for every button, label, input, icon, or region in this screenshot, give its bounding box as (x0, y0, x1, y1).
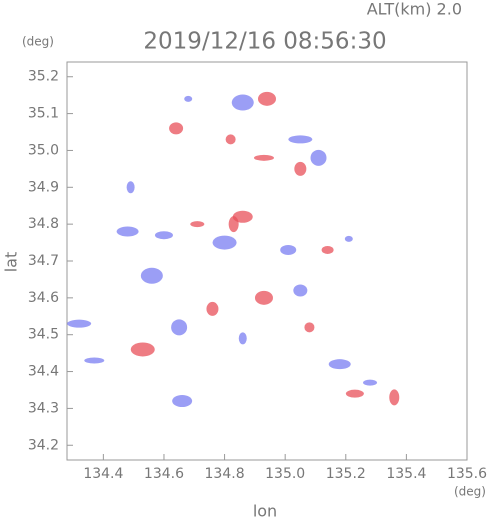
echo-blob (184, 95, 193, 102)
y-tick-label: 34.5 (28, 327, 59, 343)
echo-blob (258, 91, 276, 106)
echo-blob (321, 245, 334, 254)
echo-blob (344, 235, 353, 242)
x-tick-label: 135.2 (326, 466, 366, 482)
subtitle: ALT(km) 2.0 (367, 0, 462, 19)
echo-blob (84, 357, 105, 364)
chart-title: 2019/12/16 08:56:30 (143, 29, 386, 55)
echo-blob (294, 161, 307, 176)
y-tick-label: 34.7 (28, 253, 59, 269)
y-tick-label: 34.9 (28, 179, 59, 195)
y-tick-label: 34.6 (28, 290, 59, 306)
y-tick-label: 35.0 (28, 142, 59, 158)
echo-blob (169, 122, 184, 135)
x-axis-label: lon (253, 502, 277, 521)
x-tick-label: 134.6 (144, 466, 184, 482)
x-tick-label: 134.8 (205, 466, 245, 482)
echo-blob (288, 135, 313, 144)
x-tick-label: 134.4 (83, 466, 123, 482)
echo-blob (126, 181, 135, 194)
echo-blob (172, 395, 193, 408)
echo-blob (328, 359, 351, 370)
echo-blob (254, 290, 273, 305)
echo-blob (363, 379, 378, 386)
y-tick-label: 35.2 (28, 69, 59, 85)
echo-blob (171, 319, 188, 336)
echo-blob (304, 322, 315, 333)
echo-blob (253, 154, 274, 161)
echo-blob (116, 226, 139, 237)
y-axis-label: lat (2, 252, 21, 273)
y-unit: (deg) (22, 35, 54, 49)
echo-blob (225, 134, 236, 145)
echo-blob (389, 389, 400, 406)
y-tick-label: 34.2 (28, 437, 59, 453)
echo-blob (280, 244, 297, 255)
echo-blob (345, 389, 364, 398)
echo-blob (206, 301, 219, 316)
echo-blob (67, 319, 92, 328)
echo-blob (238, 332, 247, 345)
y-tick-label: 34.4 (28, 364, 59, 380)
plot-frame (66, 61, 468, 461)
echo-blob (130, 342, 155, 357)
echo-blob (154, 231, 173, 240)
echo-blob (310, 149, 327, 166)
x-unit: (deg) (454, 485, 486, 499)
echo-blob (293, 284, 308, 297)
y-tick-label: 34.8 (28, 216, 59, 232)
y-tick-label: 34.3 (28, 400, 59, 416)
echo-blob (231, 94, 254, 111)
x-tick-label: 135.0 (265, 466, 305, 482)
echo-blob (190, 221, 205, 228)
echo-blob (212, 235, 237, 250)
echo-blob (140, 267, 163, 284)
x-tick-label: 135.4 (386, 466, 426, 482)
echo-blob (232, 210, 253, 223)
y-tick-label: 35.1 (28, 106, 59, 122)
x-tick-label: 135.6 (447, 466, 487, 482)
